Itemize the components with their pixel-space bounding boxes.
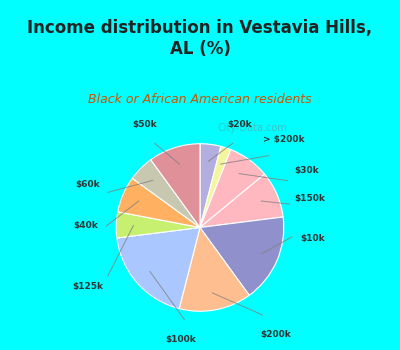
Wedge shape	[179, 228, 249, 311]
Text: $40k: $40k	[73, 221, 98, 230]
Text: $20k: $20k	[228, 120, 252, 129]
Text: Income distribution in Vestavia Hills,
AL (%): Income distribution in Vestavia Hills, A…	[28, 19, 372, 58]
Text: $200k: $200k	[261, 330, 292, 338]
Text: City-Data.com: City-Data.com	[218, 122, 287, 133]
Wedge shape	[132, 160, 200, 228]
Wedge shape	[151, 144, 200, 228]
Text: $50k: $50k	[132, 120, 157, 129]
Text: $125k: $125k	[72, 282, 103, 291]
Wedge shape	[116, 212, 200, 238]
Wedge shape	[118, 178, 200, 228]
Text: $30k: $30k	[294, 166, 319, 175]
Wedge shape	[200, 149, 264, 228]
Wedge shape	[117, 228, 200, 309]
Wedge shape	[200, 174, 283, 228]
Text: $100k: $100k	[166, 335, 196, 344]
Wedge shape	[200, 146, 231, 228]
Text: > $200k: > $200k	[263, 135, 304, 145]
Text: $10k: $10k	[300, 234, 325, 243]
Text: $150k: $150k	[294, 195, 325, 203]
Wedge shape	[200, 144, 221, 228]
Text: $60k: $60k	[75, 180, 100, 189]
Wedge shape	[200, 217, 284, 295]
Text: Black or African American residents: Black or African American residents	[88, 93, 312, 106]
